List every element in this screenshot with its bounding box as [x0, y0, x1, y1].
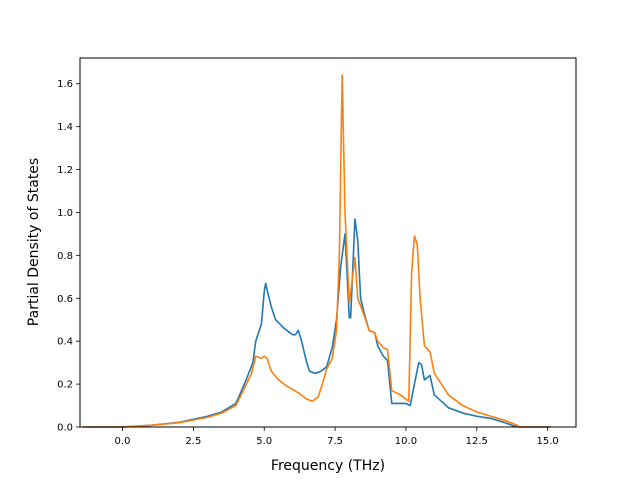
x-tick-label: 10.0: [395, 436, 417, 447]
series-line-2: [82, 74, 551, 428]
y-tick-label: 0.6: [57, 294, 73, 305]
plot-frame: [79, 57, 577, 428]
series-group: [82, 74, 551, 428]
y-axis-ticks: 0.0 0.2 0.4 0.6 0.8 1.0 1.2 1.4 1.6: [57, 79, 80, 434]
y-tick-label: 0.4: [57, 337, 73, 348]
y-tick-label: 0.0: [57, 423, 73, 434]
x-tick-label: 12.5: [466, 436, 488, 447]
y-tick-label: 1.4: [57, 122, 73, 133]
y-tick-label: 1.2: [57, 165, 73, 176]
x-axis-label: Frequency (THz): [271, 458, 385, 474]
x-tick-label: 0.0: [115, 436, 131, 447]
x-tick-label: 15.0: [537, 436, 559, 447]
y-tick-label: 1.6: [57, 79, 73, 90]
plot-background: [80, 58, 576, 427]
x-tick-label: 5.0: [256, 436, 272, 447]
y-tick-label: 1.0: [57, 208, 73, 219]
y-tick-label: 0.2: [57, 380, 73, 391]
y-axis-label: Partial Density of States: [26, 158, 42, 326]
series-line-1: [82, 218, 551, 428]
y-tick-label: 0.8: [57, 251, 73, 262]
x-axis-ticks: 0.0 2.5 5.0 7.5 10.0 12.5 15.0: [115, 427, 559, 447]
plot-area: [79, 57, 577, 428]
x-tick-label: 7.5: [327, 436, 343, 447]
x-tick-label: 2.5: [185, 436, 201, 447]
